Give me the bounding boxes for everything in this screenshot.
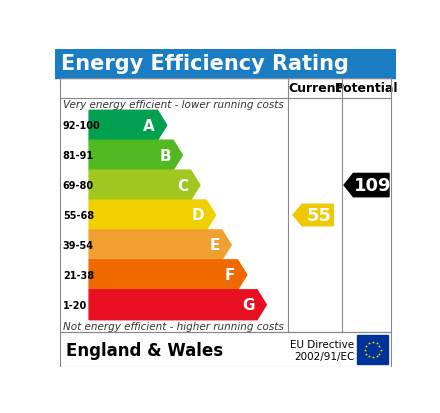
Text: B: B [159,148,171,163]
Text: Potential: Potential [335,82,398,95]
Polygon shape [344,174,389,197]
Text: Energy Efficiency Rating: Energy Efficiency Rating [61,54,349,74]
Text: 21-38: 21-38 [63,270,94,280]
Text: 92-100: 92-100 [63,121,100,131]
Polygon shape [293,205,333,226]
Text: A: A [143,119,155,133]
Text: 55-68: 55-68 [63,211,94,221]
Text: England & Wales: England & Wales [66,341,223,359]
Polygon shape [89,230,231,260]
Bar [55,50,396,79]
Text: 2002/91/EC: 2002/91/EC [294,351,354,361]
Text: EU Directive: EU Directive [290,339,354,349]
Text: 69-80: 69-80 [63,180,94,191]
Text: Very energy efficient - lower running costs: Very energy efficient - lower running co… [63,100,283,110]
Polygon shape [89,201,216,230]
Text: E: E [209,238,220,253]
Text: 81-91: 81-91 [63,151,94,161]
Text: 55: 55 [307,206,332,224]
Bar [60,332,391,368]
Bar [357,335,388,365]
Text: 1-20: 1-20 [63,300,87,310]
Text: F: F [225,268,235,282]
Polygon shape [89,111,167,141]
Polygon shape [89,260,247,290]
Polygon shape [89,290,266,320]
Text: 109: 109 [354,177,392,195]
Text: 39-54: 39-54 [63,240,94,250]
Polygon shape [89,171,200,201]
Polygon shape [89,141,182,171]
Bar [60,79,391,332]
Text: C: C [177,178,188,193]
Text: G: G [242,297,255,313]
Text: Not energy efficient - higher running costs: Not energy efficient - higher running co… [63,321,283,331]
Text: Current: Current [288,82,341,95]
Text: D: D [191,208,204,223]
